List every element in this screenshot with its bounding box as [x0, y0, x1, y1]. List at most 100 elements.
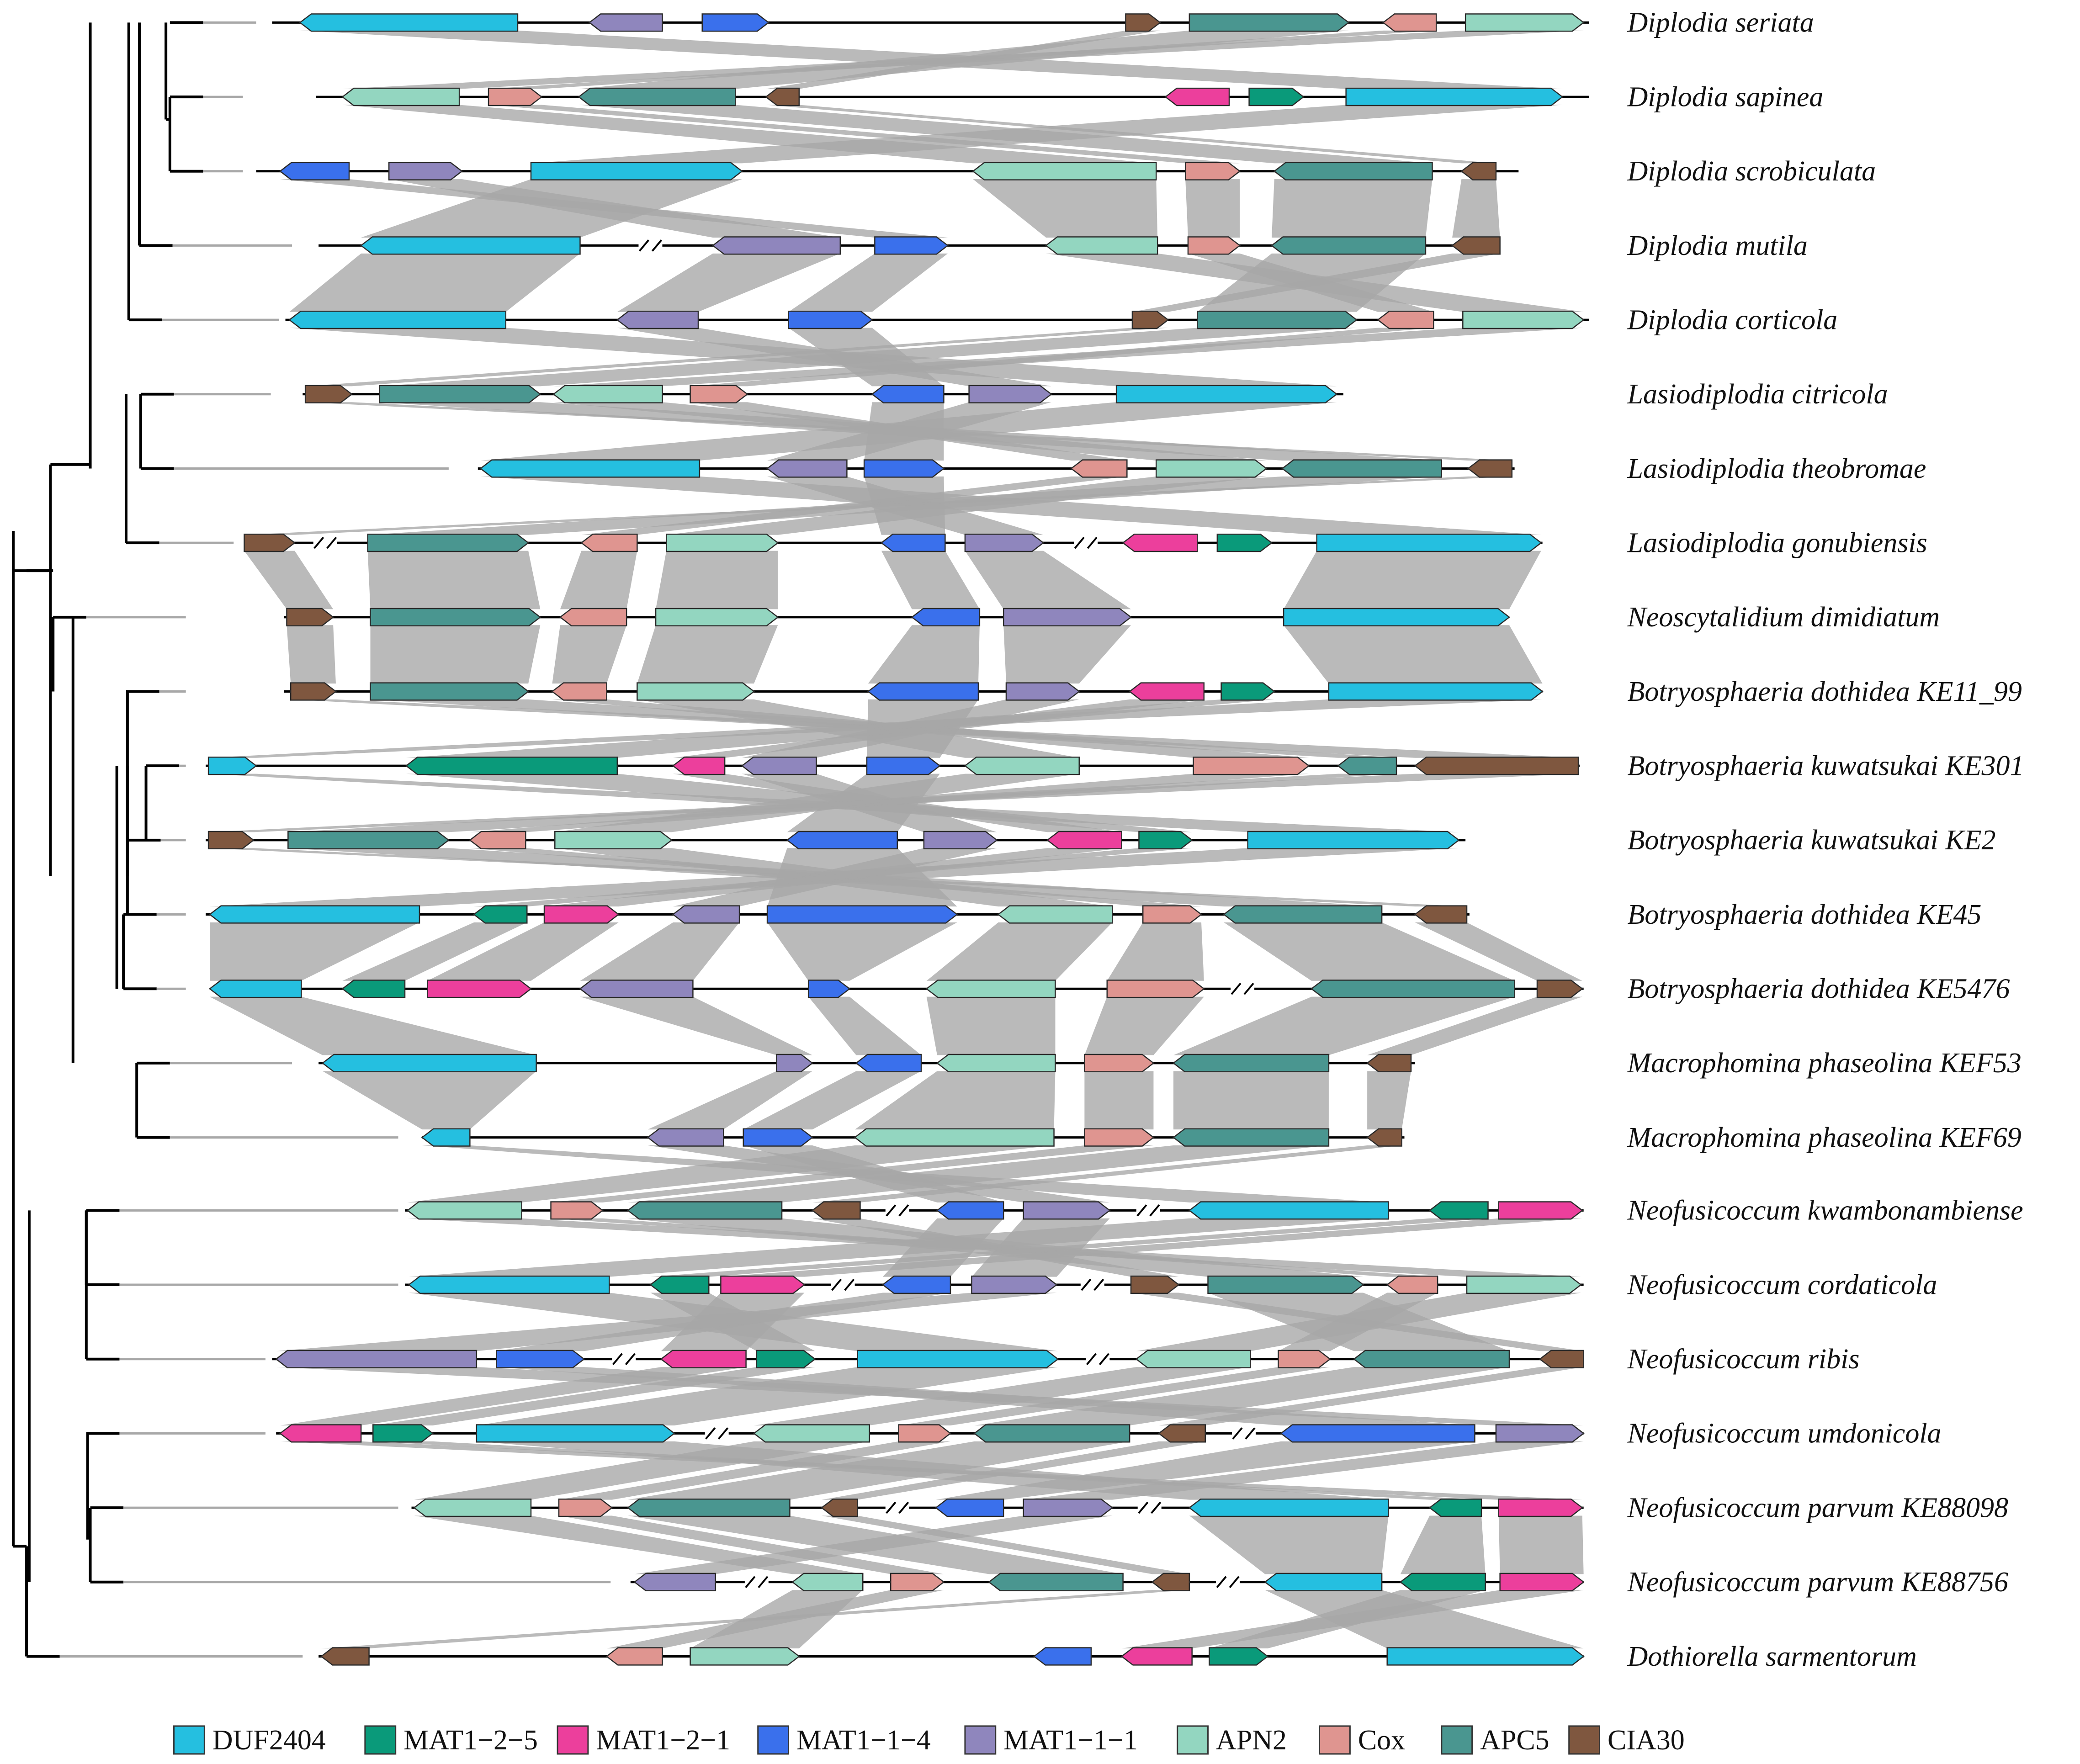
- gene-arrow-apn2: [964, 757, 1080, 775]
- gene-arrow-mat1-1-4: [936, 1201, 1004, 1220]
- gene-track: [478, 459, 1515, 478]
- synteny-link-mat1-1-1: [276, 1293, 1057, 1351]
- gene-arrow-mat1-1-4: [934, 1498, 1004, 1517]
- gene-arrow-cox: [1184, 162, 1241, 180]
- gene-arrow-apc5: [1270, 236, 1427, 255]
- synteny-link-apc5: [379, 328, 1357, 387]
- gene-arrow-duf2404: [1188, 1201, 1389, 1220]
- synteny-link-apc5: [1173, 1071, 1329, 1130]
- synteny-link-cia30: [1159, 1367, 1584, 1425]
- gene-arrow-mat1-1-4: [911, 608, 981, 626]
- sequence-break: [705, 1427, 729, 1440]
- synteny-link-mat1-1-4: [868, 625, 980, 684]
- synteny-link-mat1-2-5: [1400, 1515, 1486, 1574]
- species-label: Diplodia corticola: [1627, 304, 1838, 335]
- gene-arrow-duf2404: [476, 1424, 675, 1443]
- gene-arrow-duf2404: [1386, 1647, 1585, 1666]
- synteny-link-duf2404: [409, 1218, 1389, 1277]
- gene-arrow-cia30: [1130, 1275, 1180, 1294]
- gene-arrow-mat1-2-5: [1428, 1201, 1489, 1220]
- synteny-link-cox: [1084, 996, 1204, 1055]
- synteny-link-mat1-2-1: [721, 1218, 1582, 1277]
- synteny-link-cox: [552, 625, 627, 684]
- species-label: Botryosphaeria kuwatsukai KE2: [1628, 825, 1996, 856]
- sequence-break-mark: [898, 1501, 909, 1514]
- gene-arrow-apn2: [925, 980, 1056, 998]
- sequence-break-mark: [1093, 1278, 1104, 1291]
- synteny-link-apn2: [553, 328, 1584, 387]
- gene-arrow-mat1-2-1: [279, 1424, 362, 1443]
- species-label: Neofusicoccum umdonicola: [1627, 1418, 1942, 1449]
- sequence-break: [638, 239, 663, 252]
- synteny-link-cia30: [822, 1515, 1189, 1574]
- sequence-break: [744, 1575, 769, 1589]
- synteny-link-cox: [559, 1515, 944, 1574]
- gene-arrow-mat1-2-1: [720, 1275, 806, 1294]
- sequence-break-mark: [1231, 982, 1242, 995]
- sequence-break-mark: [886, 1501, 897, 1514]
- gene-arrow-mat1-1-4: [701, 13, 770, 32]
- gene-arrow-mat1-2-1: [1120, 1647, 1193, 1666]
- sequence-break-mark: [612, 1353, 623, 1366]
- sequence-break-mark: [1081, 1278, 1092, 1291]
- species-label: Diplodia sapinea: [1627, 81, 1824, 112]
- gene-arrow-mat1-1-1: [1023, 1201, 1111, 1220]
- gene-arrow-mat1-2-1: [660, 1350, 747, 1368]
- legend-swatch-mat1-2-5: [364, 1725, 397, 1755]
- gene-arrow-apc5: [370, 682, 530, 701]
- species-label: Neofusicoccum parvum KE88098: [1627, 1492, 2008, 1523]
- gene-arrow-cia30: [1151, 1573, 1190, 1591]
- gene-arrow-duf2404: [421, 1128, 471, 1147]
- gene-arrow-mat1-1-4: [871, 385, 944, 403]
- gene-arrow-mat1-1-1: [633, 1573, 716, 1591]
- species-label: Diplodia scrobiculata: [1627, 156, 1876, 187]
- gene-arrow-mat1-1-1: [964, 534, 1045, 552]
- gene-arrow-mat1-1-1: [1495, 1424, 1585, 1443]
- gene-arrow-mat1-1-4: [1280, 1424, 1475, 1443]
- gene-arrow-mat1-1-1: [647, 1128, 724, 1147]
- gene-arrow-cia30: [1460, 162, 1497, 180]
- synteny-link-mat1-1-1: [1003, 625, 1131, 684]
- gene-arrow-mat1-2-5: [341, 980, 406, 998]
- sequence-break: [885, 1204, 909, 1217]
- sequence-break-mark: [745, 1576, 756, 1589]
- gene-arrow-cia30: [811, 1201, 861, 1220]
- gene-arrow-mat1-2-1: [1498, 1201, 1583, 1220]
- gene-arrow-cox: [1142, 905, 1203, 924]
- sequence-break-mark: [1149, 1204, 1160, 1217]
- legend-label: APC5: [1480, 1725, 1549, 1756]
- sequence-break-mark: [1136, 1204, 1147, 1217]
- legend: DUF2404 MAT1−2−5 MAT1−2−1 MAT1−1−4 MAT1−1−1 A…: [173, 1725, 1685, 1756]
- gene-arrow-cox: [1377, 310, 1434, 329]
- synteny-link-cia30: [1415, 922, 1582, 981]
- gene-arrow-cia30: [821, 1498, 858, 1517]
- gene-track: [244, 534, 1543, 552]
- gene-track: [206, 905, 1470, 924]
- gene-arrow-duf2404: [479, 459, 700, 478]
- synteny-link-duf2404: [209, 996, 536, 1055]
- gene-arrow-cox: [1070, 459, 1128, 478]
- gene-arrow-mat1-2-1: [543, 905, 620, 924]
- sequence-break-mark: [898, 1204, 909, 1217]
- gene-arrow-apn2: [936, 1054, 1056, 1073]
- gene-arrow-mat1-2-5: [1399, 1573, 1486, 1591]
- synteny-link-mat1-1-4: [743, 1071, 922, 1130]
- synteny-link-mat1-1-1: [580, 922, 740, 981]
- synteny-link-cox: [898, 1367, 1330, 1425]
- gene-arrow-apc5: [287, 831, 450, 849]
- gene-arrow-cia30: [1414, 757, 1579, 775]
- synteny-link-apn2: [342, 30, 1584, 89]
- gene-arrow-cia30: [1539, 1350, 1584, 1368]
- synteny-link-apc5: [1224, 922, 1515, 981]
- gene-arrow-mat1-2-5: [1428, 1498, 1482, 1517]
- synteny-link-cox: [1107, 922, 1204, 981]
- gene-arrow-mat1-1-4: [866, 757, 941, 775]
- gene-arrow-duf2404: [530, 162, 743, 180]
- gene-arrow-cia30: [1414, 905, 1468, 924]
- sequence-break-mark: [1232, 1427, 1243, 1440]
- gene-arrow-apc5: [1311, 980, 1515, 998]
- synteny-link-apn2: [754, 1367, 1251, 1425]
- gene-arrow-mat1-1-4: [867, 682, 979, 701]
- gene-arrow-apn2: [341, 87, 460, 106]
- species-label: Botryosphaeria dothidea KE45: [1628, 899, 1982, 930]
